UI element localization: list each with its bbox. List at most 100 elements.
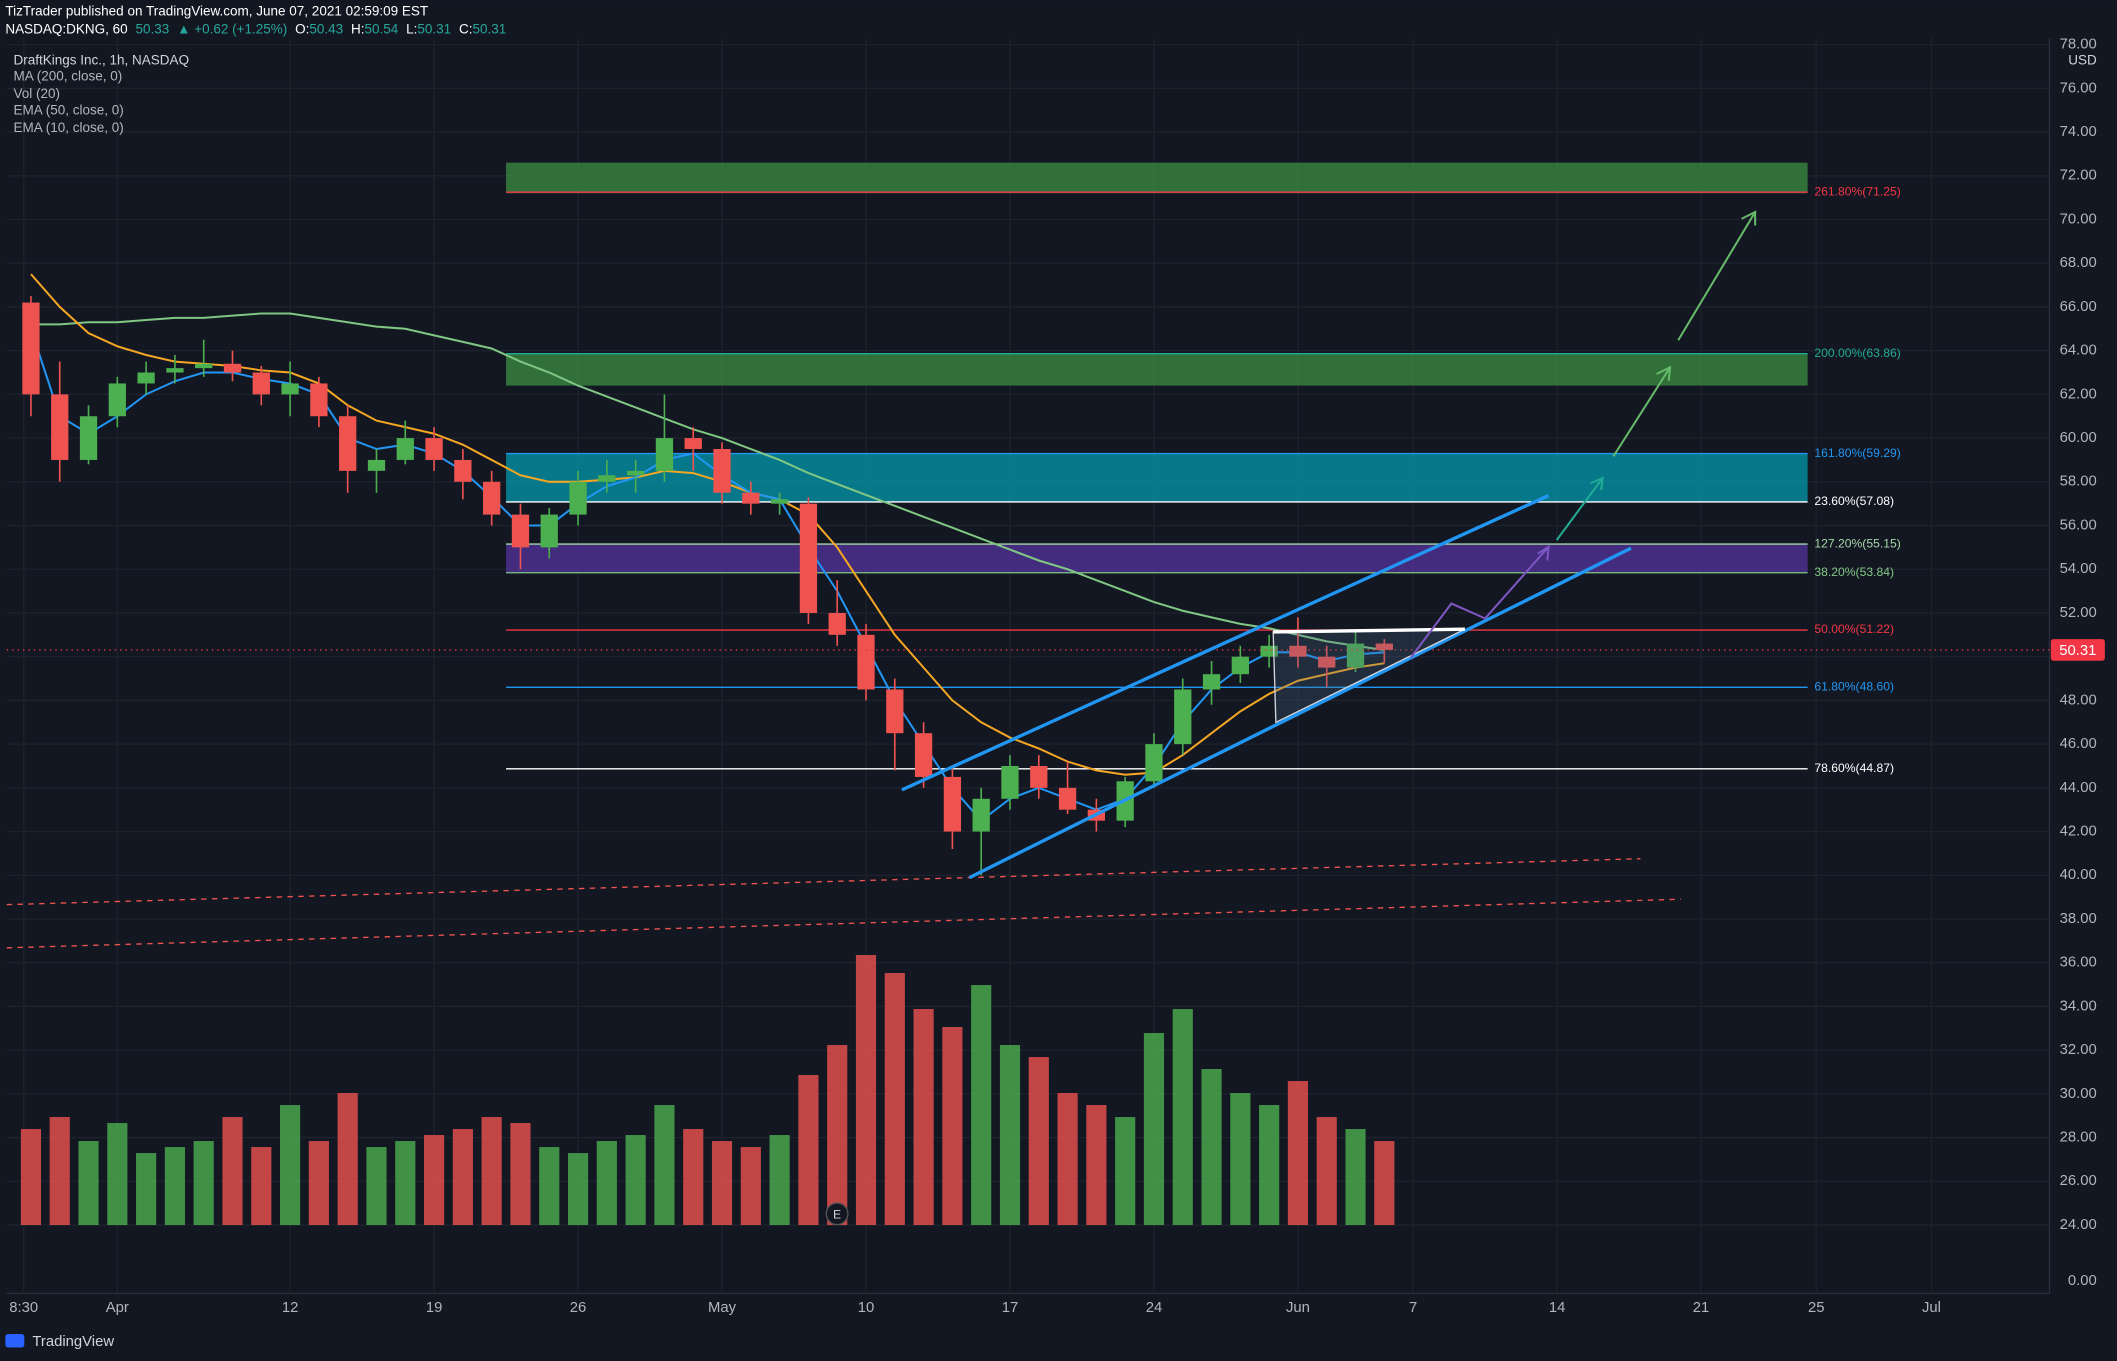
ohlc-value: 50.31 <box>417 21 451 36</box>
volume-bar <box>308 1141 329 1226</box>
volume-bar <box>539 1147 560 1226</box>
y-tick-label: 60.00 <box>2060 430 2097 446</box>
fib-label: 200.00%(63.86) <box>1814 346 1900 360</box>
ohlc-key: L: <box>406 21 417 36</box>
candle-body <box>425 438 443 460</box>
fib-label: 23.60%(57.08) <box>1814 494 1894 508</box>
volume-bar <box>1028 1057 1049 1226</box>
candle-body <box>1174 689 1192 745</box>
volume-bar <box>78 1141 99 1226</box>
candle-body <box>195 363 213 369</box>
y-tick-label: 26.00 <box>2060 1173 2097 1189</box>
volume-bar <box>49 1117 70 1226</box>
volume-bar <box>769 1135 790 1226</box>
volume-bar <box>711 1141 733 1226</box>
volume-bar <box>654 1105 675 1226</box>
volume-bar <box>683 1129 704 1226</box>
volume-bar <box>164 1147 185 1226</box>
y-tick-label: 76.00 <box>2060 80 2097 96</box>
volume-bar <box>20 1129 42 1226</box>
candle-body <box>598 475 616 482</box>
y-tick-label: 42.00 <box>2060 823 2097 839</box>
candle-body <box>396 438 414 460</box>
y-tick-label: 58.00 <box>2060 474 2097 490</box>
candle-body <box>1030 765 1048 788</box>
volume-bar <box>395 1141 416 1226</box>
arrow-head <box>1656 365 1672 381</box>
y-tick-label: 78.00 <box>2060 37 2097 53</box>
x-tick-label: May <box>708 1300 737 1316</box>
fib-label: 127.20%(55.15) <box>1814 536 1900 550</box>
volume-bar <box>1086 1105 1107 1226</box>
legend-entry[interactable]: Vol (20) <box>14 86 61 101</box>
fib-label: 78.60%(44.87) <box>1814 761 1894 775</box>
arrow <box>1677 211 1757 341</box>
zone <box>506 453 1808 502</box>
y-tick-label: 56.00 <box>2060 517 2097 533</box>
legend-entry[interactable]: MA (200, close, 0) <box>14 69 123 84</box>
volume-bar <box>337 1093 358 1226</box>
candle-body <box>79 416 98 460</box>
legend-entry[interactable]: EMA (10, close, 0) <box>14 120 124 135</box>
candle-body <box>1260 645 1278 657</box>
y-tick-label: 36.00 <box>2060 955 2097 971</box>
volume-bar <box>913 1009 934 1226</box>
volume-bar <box>222 1117 243 1226</box>
y-tick-label: 70.00 <box>2060 211 2097 227</box>
currency: USD <box>2068 52 2097 67</box>
volume-bar <box>136 1153 157 1226</box>
candle-body <box>742 492 760 504</box>
legend-title: DraftKings Inc., 1h, NASDAQ <box>14 52 190 67</box>
candle-body <box>770 499 789 504</box>
candle-body <box>713 449 731 493</box>
x-tick-label: 24 <box>1146 1300 1163 1316</box>
candle-body <box>684 438 702 450</box>
candle-body <box>1289 645 1307 657</box>
volume-bar <box>1374 1141 1395 1226</box>
ohlc-value: 50.54 <box>365 21 399 36</box>
logo[interactable]: TradingView <box>32 1334 114 1350</box>
y-tick-label: 72.00 <box>2060 168 2097 184</box>
symbol-line: NASDAQ:DKNG, 60 50.33 ▲ +0.62 (+1.25%) O… <box>5 21 506 36</box>
candle-body <box>857 634 875 690</box>
candle-body <box>972 798 990 832</box>
candle-body <box>1318 656 1336 668</box>
zone <box>506 353 1808 386</box>
ohlc-key: H: <box>351 21 365 36</box>
x-tick-label: 17 <box>1002 1300 1019 1316</box>
candle-body <box>886 689 904 734</box>
fib-label: 161.80%(59.29) <box>1814 446 1900 460</box>
x-tick-label: 8:30 <box>9 1300 38 1316</box>
y-tick-label: 30.00 <box>2060 1086 2097 1102</box>
x-tick-label: 21 <box>1693 1300 1710 1316</box>
candle-body <box>914 733 933 777</box>
candle-body <box>1202 674 1221 690</box>
earnings-marker[interactable] <box>825 1202 849 1226</box>
fib-label: 261.80%(71.25) <box>1814 184 1900 198</box>
volume-bar <box>567 1153 589 1226</box>
volume-bar <box>1172 1009 1193 1226</box>
volume-bar <box>798 1075 819 1226</box>
logo-icon[interactable] <box>5 1333 25 1348</box>
y-tick-label: 24.00 <box>2060 1217 2097 1233</box>
ohlc-key: C: <box>459 21 473 36</box>
volume-bar <box>193 1141 214 1226</box>
x-tick-label: 19 <box>426 1300 443 1316</box>
candle-body <box>1375 643 1393 650</box>
volume-bar <box>596 1141 617 1226</box>
legend-entry[interactable]: EMA (50, close, 0) <box>14 102 124 117</box>
candle-body <box>828 612 846 635</box>
candle-body <box>367 459 386 471</box>
candle-body <box>655 438 674 471</box>
x-tick-label: 25 <box>1808 1300 1825 1316</box>
volume-bar <box>999 1045 1021 1226</box>
y-tick-label: 62.00 <box>2060 386 2097 402</box>
volume-bar <box>1143 1033 1165 1226</box>
y-tick-label: 32.00 <box>2060 1042 2097 1058</box>
x-tick-label: Jul <box>1922 1300 1941 1316</box>
candle-body <box>223 363 242 373</box>
volume-bar <box>884 973 905 1226</box>
change: ▲ +0.62 (+1.25%) <box>177 21 287 36</box>
candle-body <box>454 459 472 482</box>
